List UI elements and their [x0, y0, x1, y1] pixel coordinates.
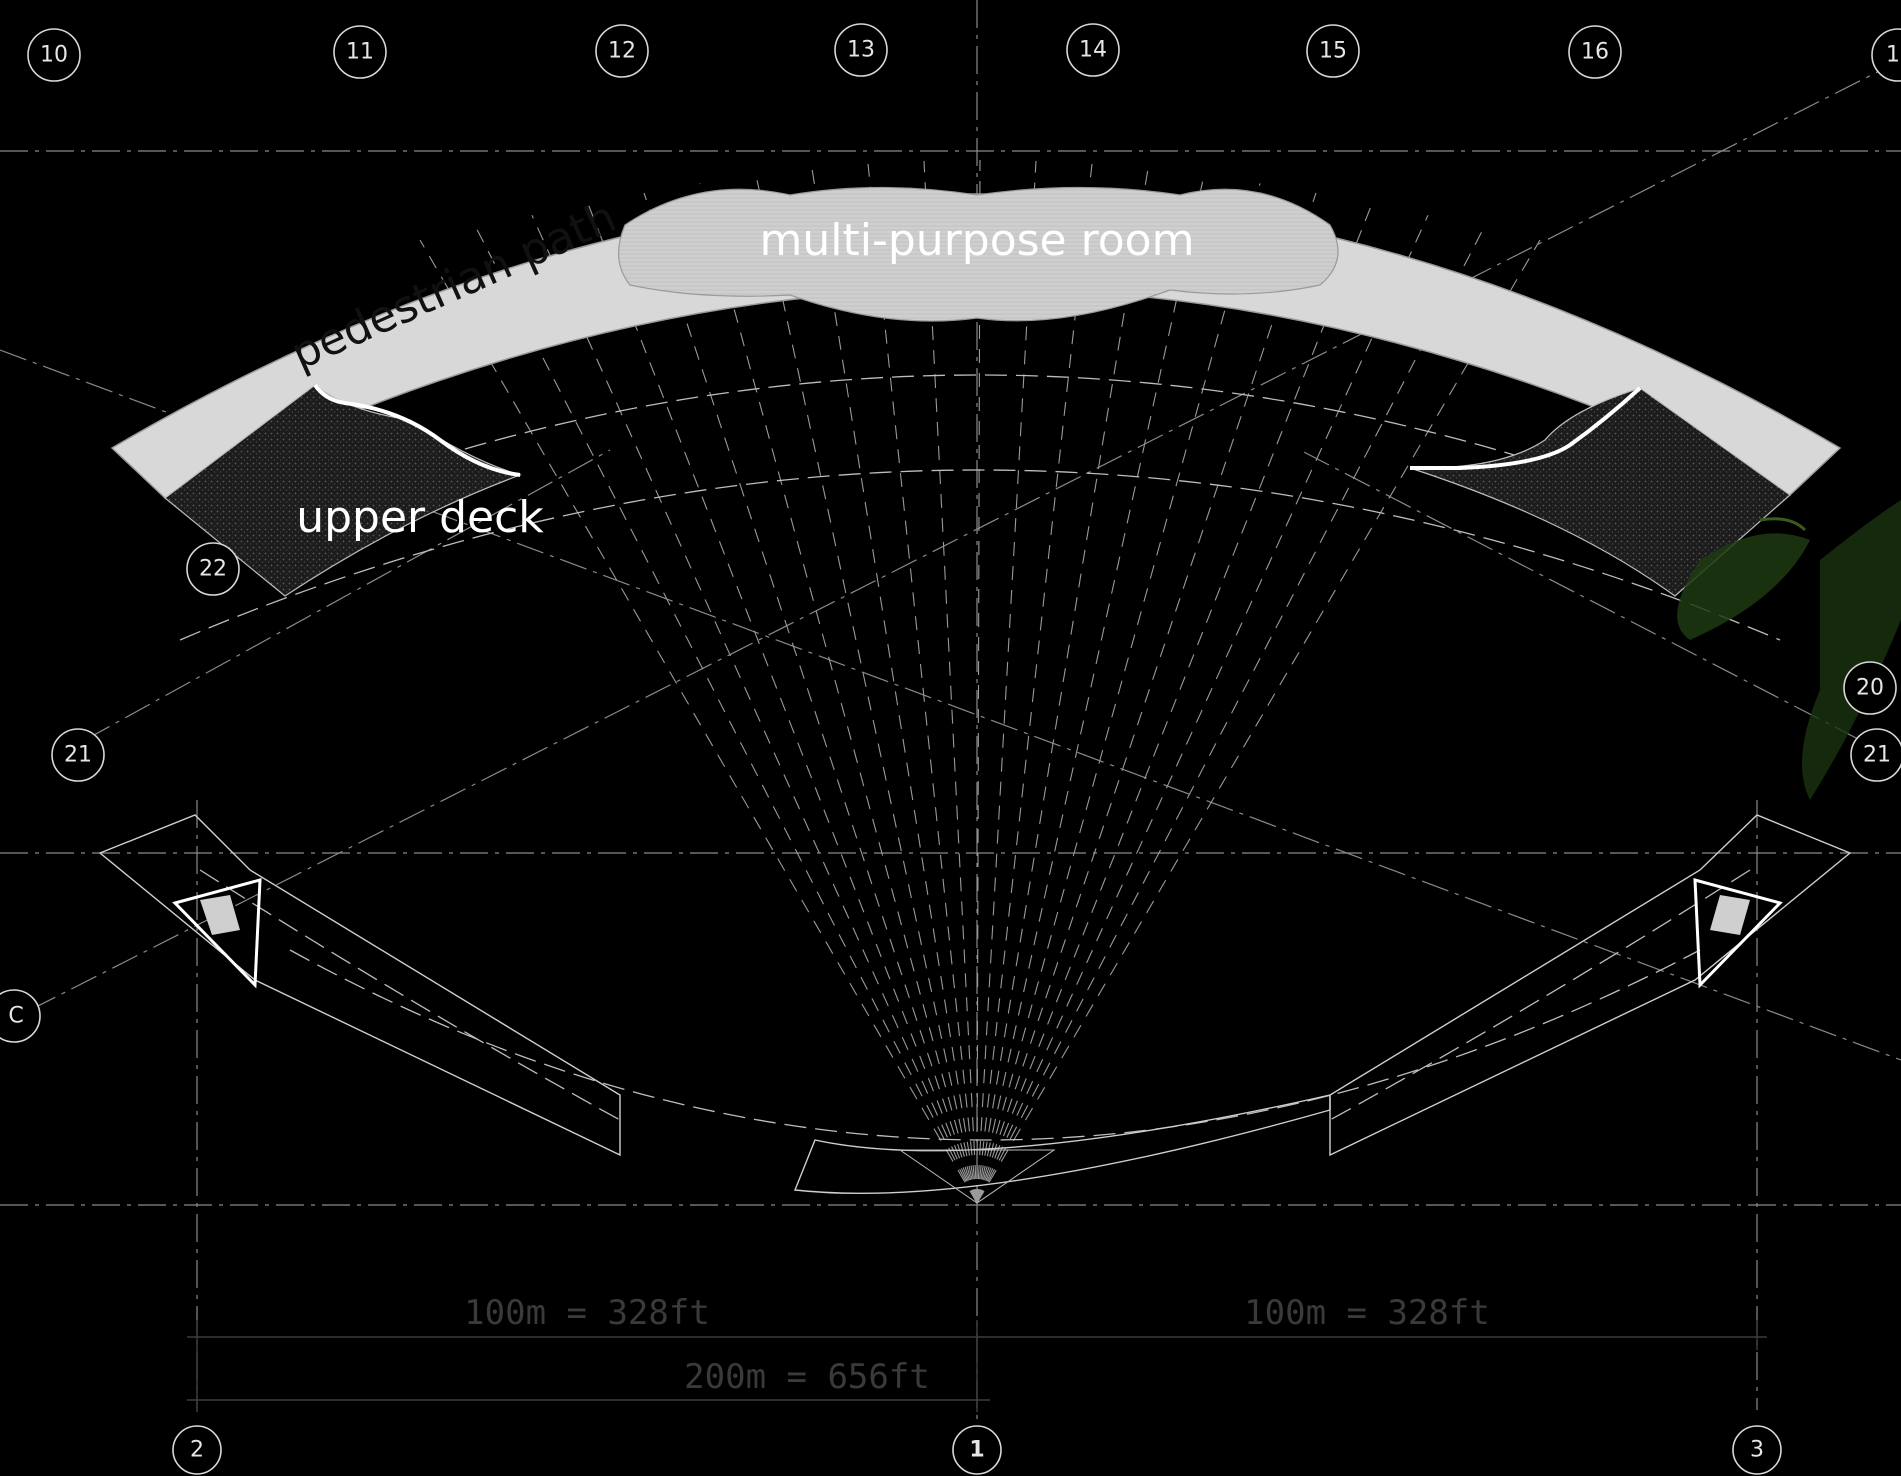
svg-text:14: 14 — [1079, 38, 1107, 63]
sightline-ray — [531, 215, 978, 1204]
dashed-arcs — [179, 374, 1781, 1141]
svg-text:2: 2 — [190, 1438, 204, 1463]
sightline-ray — [976, 175, 1205, 1204]
sightline-ray — [867, 163, 978, 1204]
svg-text:1: 1 — [969, 1438, 984, 1463]
grid-bubble-1: 1 — [952, 1425, 1002, 1475]
multi-purpose-room-shape — [617, 186, 1339, 322]
svg-text:22: 22 — [199, 557, 227, 582]
scale-right-label: 100m = 328ft — [1244, 1293, 1490, 1333]
upper-deck-left-edge — [313, 383, 521, 477]
grid-bubble-21-right: 21 — [1850, 728, 1901, 782]
svg-text:15: 15 — [1319, 39, 1347, 64]
grid-bubble-11: 11 — [333, 25, 387, 79]
grid-bubble-12: 12 — [595, 24, 649, 78]
sightline-ray — [976, 160, 1037, 1204]
lower-stage-arc — [794, 1094, 1331, 1195]
sightline-ray — [976, 168, 1149, 1204]
grid-bubble-3: 3 — [1732, 1425, 1782, 1475]
grid-bubble-20: 20 — [1843, 661, 1897, 715]
sightline-ray — [755, 175, 978, 1204]
svg-text:12: 12 — [608, 39, 636, 64]
sightline-ray — [976, 203, 1373, 1204]
svg-text:21: 21 — [1863, 743, 1891, 768]
grid-bubble-c: C — [0, 989, 41, 1043]
grid-bubble-14: 14 — [1066, 23, 1120, 77]
grid-bubble-13: 13 — [834, 23, 888, 77]
grid-bubble-21-left: 21 — [51, 728, 105, 782]
scale-total-label: 200m = 656ft — [684, 1357, 930, 1397]
sightline-ray — [419, 239, 978, 1204]
upper-deck-right-edge — [1410, 386, 1642, 470]
sightline-ray — [976, 215, 1429, 1204]
sightline-ray — [643, 192, 978, 1204]
grid-bubble-16: 16 — [1568, 25, 1622, 79]
grid-bubble-22: 22 — [186, 542, 240, 596]
grid-bubble-15: 15 — [1306, 24, 1360, 78]
sightline-ray — [923, 160, 978, 1204]
svg-text:16: 16 — [1581, 40, 1609, 65]
grid-bubble-10: 10 — [27, 28, 81, 82]
svg-text:20: 20 — [1856, 676, 1884, 701]
svg-text:C: C — [8, 1004, 23, 1029]
svg-text:21: 21 — [64, 743, 92, 768]
grid-bubble-2: 2 — [172, 1425, 222, 1475]
svg-text:3: 3 — [1750, 1438, 1764, 1463]
multi-purpose-room-label: multi-purpose room — [760, 215, 1195, 266]
focal-point — [898, 1149, 1056, 1204]
svg-text:13: 13 — [847, 38, 875, 63]
svg-text:10: 10 — [40, 43, 68, 68]
plant-silhouette — [1677, 500, 1901, 800]
lower-wing-left — [98, 814, 621, 1157]
sightline-ray — [976, 227, 1485, 1204]
scale-bar: 100m = 328ft 100m = 328ft 200m = 656ft — [187, 1293, 1767, 1412]
sightline-ray — [811, 168, 978, 1204]
scale-left-label: 100m = 328ft — [464, 1293, 710, 1333]
upper-deck-label: upper deck — [296, 492, 544, 543]
sightline-ray — [976, 159, 981, 1204]
svg-text:1: 1 — [1886, 43, 1900, 68]
sightline-ray — [475, 227, 978, 1204]
sightline-ray — [699, 183, 978, 1204]
sightline-ray — [587, 203, 978, 1204]
lower-wing-right — [1329, 814, 1852, 1157]
svg-text:11: 11 — [346, 40, 374, 65]
upper-deck-left — [164, 384, 522, 597]
grid-bubble-17: 1 — [1871, 28, 1901, 82]
radial-sightlines — [419, 159, 1541, 1204]
sightline-ray — [976, 163, 1093, 1204]
sightline-ray — [976, 183, 1261, 1204]
sightline-ray — [976, 239, 1541, 1204]
sightline-ray — [976, 192, 1317, 1204]
